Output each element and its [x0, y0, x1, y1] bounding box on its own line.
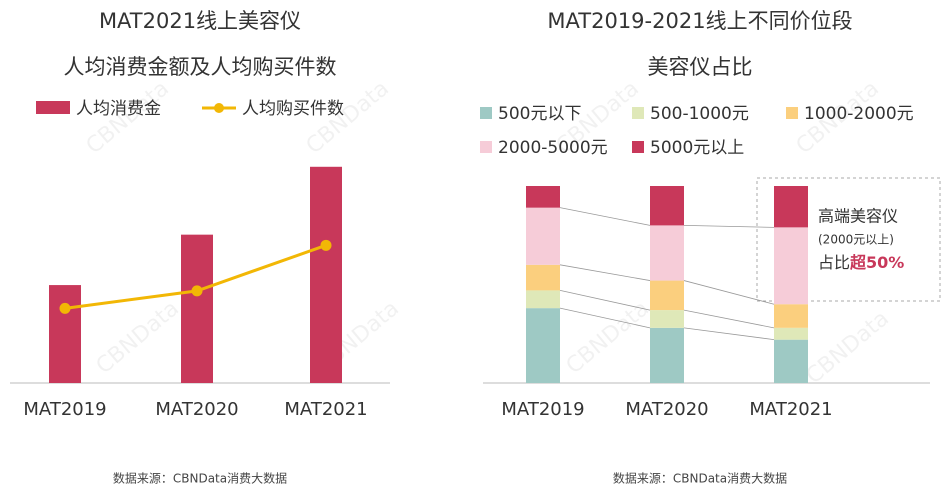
- legend-label: 500元以下: [498, 104, 581, 124]
- x-tick-label: MAT2020: [625, 399, 708, 420]
- legend-swatch: [480, 107, 492, 119]
- bar-segment: [650, 225, 684, 281]
- connector: [683, 309, 775, 329]
- chart-subtitle: 人均消费金额及人均购买件数: [64, 55, 337, 79]
- connector: [559, 207, 651, 226]
- legend-swatch: [36, 101, 70, 114]
- bar-segment: [526, 308, 560, 383]
- x-tick-label: MAT2020: [155, 399, 238, 420]
- bar-segment: [526, 207, 560, 265]
- annotation: 高端美容仪: [818, 207, 898, 226]
- x-tick-label: MAT2021: [284, 399, 367, 420]
- bar-segment: [774, 186, 808, 228]
- legend-swatch: [214, 103, 224, 113]
- bar-segment: [774, 327, 808, 340]
- connector: [683, 225, 775, 228]
- legend-label: 500-1000元: [650, 104, 749, 124]
- legend-swatch: [632, 107, 644, 119]
- x-tick-label: MAT2021: [749, 399, 832, 420]
- legend-label: 人均消费金: [76, 99, 161, 119]
- legend-label: 人均购买件数: [242, 99, 344, 119]
- line-point: [191, 285, 203, 297]
- bar: [181, 234, 213, 383]
- bar-segment: [774, 304, 808, 328]
- bar: [310, 166, 342, 383]
- legend-swatch: [632, 141, 644, 153]
- source-note: 数据来源：CBNData消费大数据: [613, 471, 787, 486]
- bar-segment: [526, 264, 560, 291]
- bar-segment: [774, 339, 808, 383]
- annotation-box: [756, 177, 941, 302]
- x-tick-label: MAT2019: [23, 399, 106, 420]
- bar-segment: [650, 280, 684, 311]
- bar-segment: [650, 310, 684, 328]
- line-point: [320, 239, 332, 251]
- legend-label: 1000-2000元: [804, 104, 914, 124]
- connector: [559, 290, 651, 311]
- chart-title: MAT2019-2021线上不同价位段: [547, 9, 852, 33]
- annotation-highlight: 超50%: [849, 253, 904, 272]
- chart-title: MAT2021线上美容仪: [99, 9, 301, 33]
- legend-label: 5000元以上: [650, 138, 744, 158]
- bar-segment: [774, 227, 808, 305]
- connector: [683, 280, 775, 305]
- annotation: 占比: [818, 253, 850, 272]
- annotation: (2000元以上): [818, 233, 894, 247]
- bar-segment: [650, 327, 684, 383]
- connector: [683, 327, 775, 341]
- chart-subtitle: 美容仪占比: [648, 55, 753, 79]
- legend-swatch: [480, 141, 492, 153]
- x-tick-label: MAT2019: [501, 399, 584, 420]
- connector: [559, 264, 651, 281]
- bar-segment: [650, 186, 684, 226]
- bar-segment: [526, 186, 560, 208]
- legend-swatch: [786, 107, 798, 119]
- bar: [49, 285, 81, 383]
- bar-segment: [526, 290, 560, 309]
- source-note: 数据来源：CBNData消费大数据: [113, 471, 287, 486]
- line-point: [59, 302, 71, 314]
- annotation: 占比超50%: [818, 253, 904, 272]
- connector: [559, 307, 651, 329]
- legend-label: 2000-5000元: [498, 138, 608, 158]
